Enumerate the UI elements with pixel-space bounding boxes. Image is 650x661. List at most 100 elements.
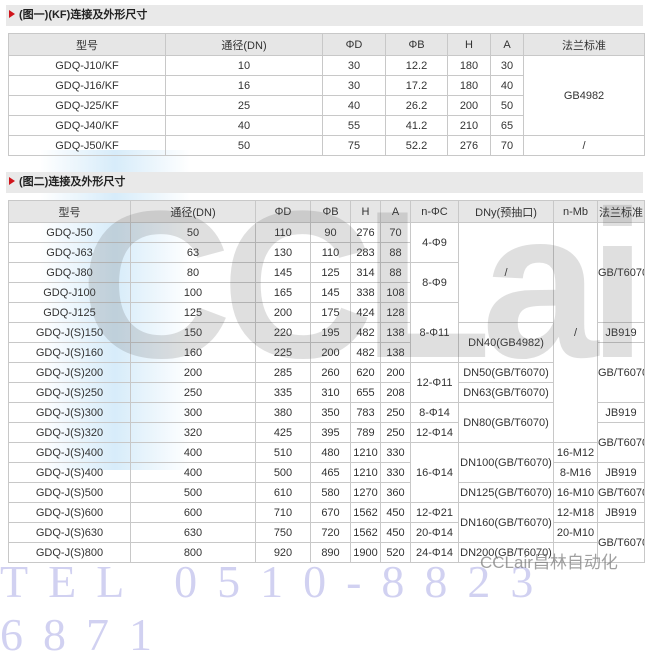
value-cell: 610 [255, 482, 311, 503]
table-row: GDQ-J(S)300 300 380 350 783 250 8-Φ14 DN80(GB/T… [8, 402, 645, 443]
column-header: 法兰标准 [597, 200, 645, 223]
red-triangle-icon [9, 10, 15, 18]
value-cell: 175 [310, 302, 351, 323]
value-cell: 450 [380, 502, 411, 523]
value-cell: 80 [130, 262, 256, 283]
dny-cell: DN160(GB/T6070) [458, 502, 554, 543]
value-cell: 200 [130, 362, 256, 383]
value-cell: 400 [130, 462, 256, 483]
column-header: A [490, 33, 524, 56]
value-cell: 165 [255, 282, 311, 303]
n-mb-cell: 20-M10 [553, 522, 598, 543]
value-cell: 208 [380, 382, 411, 403]
dny-cell: DN125(GB/T6070) [458, 482, 554, 503]
standard-cell: GB/T6070 [597, 422, 645, 463]
dny-cell: DN40(GB4982) [458, 322, 554, 363]
value-cell: 88 [380, 262, 411, 283]
value-cell: 16 [165, 75, 323, 96]
column-header: ΦD [322, 33, 386, 56]
value-cell: 1562 [350, 502, 381, 523]
value-cell: 225 [255, 342, 311, 363]
model-cell: GDQ-J(S)800 [8, 542, 131, 563]
value-cell: 1900 [350, 542, 381, 563]
value-cell: 130 [255, 242, 311, 263]
table-row: GDQ-J(S)800 800 920 890 1900 520 24-Φ14 DN200(G… [8, 542, 645, 563]
n-phic-cell: 12-Φ11 [410, 362, 459, 403]
value-cell: 108 [380, 282, 411, 303]
value-cell: 276 [447, 135, 491, 156]
column-header: 通径(DN) [130, 200, 256, 223]
model-cell: GDQ-J(S)630 [8, 522, 131, 543]
n-mb-cell: 16-M12 [553, 442, 598, 463]
dny-cell: DN50(GB/T6070) [458, 362, 554, 383]
value-cell: 200 [310, 342, 351, 363]
value-cell: 138 [380, 322, 411, 343]
value-cell: 720 [310, 522, 351, 543]
column-header: 型号 [8, 33, 166, 56]
value-cell: 600 [130, 502, 256, 523]
value-cell: 75 [322, 135, 386, 156]
value-cell: 70 [490, 135, 524, 156]
value-cell: 500 [255, 462, 311, 483]
value-cell: 510 [255, 442, 311, 463]
section-title-bar-1: (图一)(KF)连接及外形尺寸 [6, 5, 643, 26]
value-cell: 200 [380, 362, 411, 383]
value-cell: 145 [310, 282, 351, 303]
table-row: GDQ-J(S)400 400 500 465 1210 330 8-M16 JB919 [8, 462, 645, 483]
column-header: ΦD [255, 200, 311, 223]
value-cell: 450 [380, 522, 411, 543]
column-header: ΦB [385, 33, 448, 56]
value-cell: 890 [310, 542, 351, 563]
standard-cell: GB/T6070 [597, 342, 645, 403]
column-header: n-Mb [553, 200, 598, 223]
model-cell: GDQ-J100 [8, 282, 131, 303]
value-cell: 276 [350, 222, 381, 243]
value-cell: 195 [310, 322, 351, 343]
value-cell: 40 [165, 115, 323, 136]
model-cell: GDQ-J80 [8, 262, 131, 283]
value-cell: 655 [350, 382, 381, 403]
kf-dimension-table: 型号 通径(DN) ΦD ΦB H A 法兰标准 GDQ-J10/KF 10 30 12.2 180 3… [8, 33, 645, 156]
watermark-tel: TEL 0510-8823 6871 [0, 556, 554, 660]
model-cell: GDQ-J125 [8, 302, 131, 323]
standard-cell: JB919 [597, 402, 645, 423]
value-cell: 10 [165, 55, 323, 76]
value-cell: 338 [350, 282, 381, 303]
value-cell: 482 [350, 322, 381, 343]
value-cell: 40 [490, 75, 524, 96]
value-cell: 1210 [350, 442, 381, 463]
standard-cell: JB919 [597, 462, 645, 483]
n-phic-cell: 12-Φ14 [410, 422, 459, 443]
table-row: GDQ-J(S)250 250 335 310 655 208 DN63(GB/T6070) [8, 382, 645, 403]
n-mb-cell: 16-M10 [553, 482, 598, 503]
table-row: GDQ-J50 50 110 90 276 70 4-Φ9// GB/T6070 [8, 222, 645, 443]
standard-cell: GB/T6070 [597, 482, 645, 503]
model-cell: GDQ-J(S)150 [8, 322, 131, 343]
standard-cell: GB/T6070 [597, 522, 645, 563]
value-cell: 424 [350, 302, 381, 323]
column-header: ΦB [310, 200, 351, 223]
table-row: GDQ-J100 100 165 145 338 108 [8, 282, 645, 303]
value-cell: 800 [130, 542, 256, 563]
table-row: GDQ-J(S)200 200 285 260 620 200 12-Φ11 DN50(GB/… [8, 362, 645, 403]
model-cell: GDQ-J25/KF [8, 95, 166, 116]
value-cell: 50 [165, 135, 323, 156]
table-row: GDQ-J(S)600 600 710 670 1562 450 12-Φ21 DN160(G… [8, 502, 645, 543]
value-cell: 395 [310, 422, 351, 443]
value-cell: 400 [130, 442, 256, 463]
table-row: GDQ-J40/KF 40 55 41.2 210 65 [8, 115, 645, 136]
value-cell: 250 [380, 422, 411, 443]
dny-cell: DN100(GB/T6070) [458, 442, 554, 483]
value-cell: 88 [380, 242, 411, 263]
red-triangle-icon [9, 177, 15, 185]
header-row: 型号 通径(DN) ΦD ΦB H A 法兰标准 [8, 33, 645, 56]
table-row: GDQ-J(S)150 150 220 195 482 138 DN40(GB4982) JB… [8, 322, 645, 363]
value-cell: 320 [130, 422, 256, 443]
value-cell: 160 [130, 342, 256, 363]
value-cell: 783 [350, 402, 381, 423]
model-cell: GDQ-J(S)600 [8, 502, 131, 523]
value-cell: 128 [380, 302, 411, 323]
value-cell: 150 [130, 322, 256, 343]
